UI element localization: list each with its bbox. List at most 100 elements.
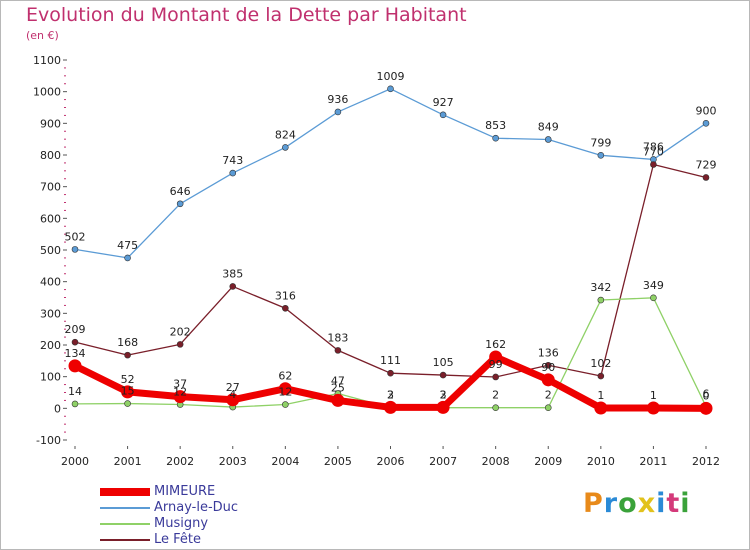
data-point (226, 393, 240, 407)
data-point (439, 111, 447, 119)
data-point (699, 401, 713, 415)
data-label: 209 (65, 323, 86, 336)
data-point (71, 400, 79, 408)
data-label: 6 (703, 387, 710, 400)
data-label: 99 (489, 358, 503, 371)
y-tick-label: 1100 (33, 54, 61, 67)
data-label: 824 (275, 128, 296, 141)
x-tick-label: 2008 (482, 455, 510, 468)
legend-swatch (100, 507, 150, 509)
data-label: 25 (331, 381, 345, 394)
data-label: 2 (492, 389, 499, 402)
data-point (387, 85, 394, 93)
data-label: 183 (327, 331, 348, 344)
x-tick-label: 2003 (219, 455, 247, 468)
x-tick-label: 2000 (61, 455, 89, 468)
data-label: 168 (117, 336, 138, 349)
y-tick-label: 300 (40, 307, 61, 320)
data-point (541, 373, 555, 387)
data-label: 105 (433, 356, 454, 369)
data-label: 111 (380, 354, 401, 367)
data-point (121, 385, 135, 399)
data-point (124, 351, 131, 359)
data-label: 743 (222, 154, 243, 167)
data-point (702, 120, 710, 127)
data-point (384, 400, 397, 414)
y-tick-label: 700 (40, 181, 61, 194)
data-label: 316 (275, 289, 296, 302)
y-tick-label: 600 (40, 212, 61, 225)
x-tick-label: 2004 (271, 455, 299, 468)
data-label: 502 (65, 230, 86, 243)
data-point (544, 404, 552, 412)
data-label: 47 (331, 374, 345, 387)
legend-label: Le Fête (154, 532, 202, 547)
y-tick-label: 400 (40, 276, 61, 289)
data-point (229, 283, 237, 290)
y-tick-label: 0 (54, 402, 61, 415)
data-point (492, 373, 499, 381)
data-label: 62 (278, 370, 292, 383)
legend-swatch (100, 488, 150, 496)
data-label: 1 (597, 389, 604, 402)
data-label: 136 (538, 346, 559, 359)
legend-label: Arnay-le-Duc (154, 500, 239, 515)
data-label: 349 (643, 279, 664, 292)
data-point (650, 161, 657, 168)
data-point (489, 350, 503, 364)
legend-swatch (100, 539, 150, 541)
data-label: 849 (538, 120, 559, 133)
data-point (124, 254, 131, 262)
data-label: 52 (121, 373, 135, 386)
data-label: 90 (541, 361, 555, 374)
data-label: 3 (387, 388, 394, 401)
x-tick-label: 2007 (429, 455, 457, 468)
data-point (334, 347, 342, 354)
data-label: 729 (696, 158, 717, 171)
data-label: 134 (65, 347, 86, 360)
data-label: 927 (433, 96, 454, 109)
data-point (229, 169, 237, 177)
legend-swatch (100, 523, 150, 525)
data-point (173, 390, 187, 404)
x-tick-label: 2006 (377, 455, 405, 468)
data-point (334, 108, 342, 116)
data-point (331, 393, 345, 407)
legend-item: Le Fête (100, 532, 238, 548)
data-point (124, 400, 131, 407)
data-point (278, 382, 292, 396)
data-point (71, 338, 79, 346)
data-label: 2 (440, 389, 447, 402)
x-tick-label: 2012 (692, 455, 720, 468)
data-point (597, 372, 605, 380)
data-point (282, 144, 289, 151)
x-tick-label: 2009 (534, 455, 562, 468)
data-point (646, 401, 660, 415)
data-label: 2 (387, 389, 394, 402)
data-label: 853 (485, 119, 506, 132)
data-point (282, 401, 289, 408)
data-label: 3 (440, 388, 447, 401)
data-point (282, 304, 289, 312)
x-tick-label: 2001 (114, 455, 142, 468)
chart-legend: MIMEURE Arnay-le-Duc Musigny Le Fête (100, 484, 238, 548)
y-tick-label: 900 (40, 117, 61, 130)
data-label: 786 (643, 140, 664, 153)
data-label: 37 (173, 378, 187, 391)
y-tick-label: 200 (40, 339, 61, 352)
data-point (71, 246, 79, 253)
data-label: 0 (703, 389, 710, 402)
legend-item: MIMEURE (100, 484, 238, 500)
data-point (650, 294, 657, 302)
data-label: 12 (173, 386, 187, 399)
data-label: 27 (226, 381, 240, 394)
data-point (439, 371, 447, 379)
plot-area (65, 54, 716, 446)
y-tick-label: -100 (36, 434, 61, 447)
x-tick-label: 2002 (166, 455, 194, 468)
data-point (702, 174, 710, 181)
y-tick-label: 1000 (33, 86, 61, 99)
data-label: 342 (590, 281, 611, 294)
data-label: 1009 (377, 70, 405, 83)
